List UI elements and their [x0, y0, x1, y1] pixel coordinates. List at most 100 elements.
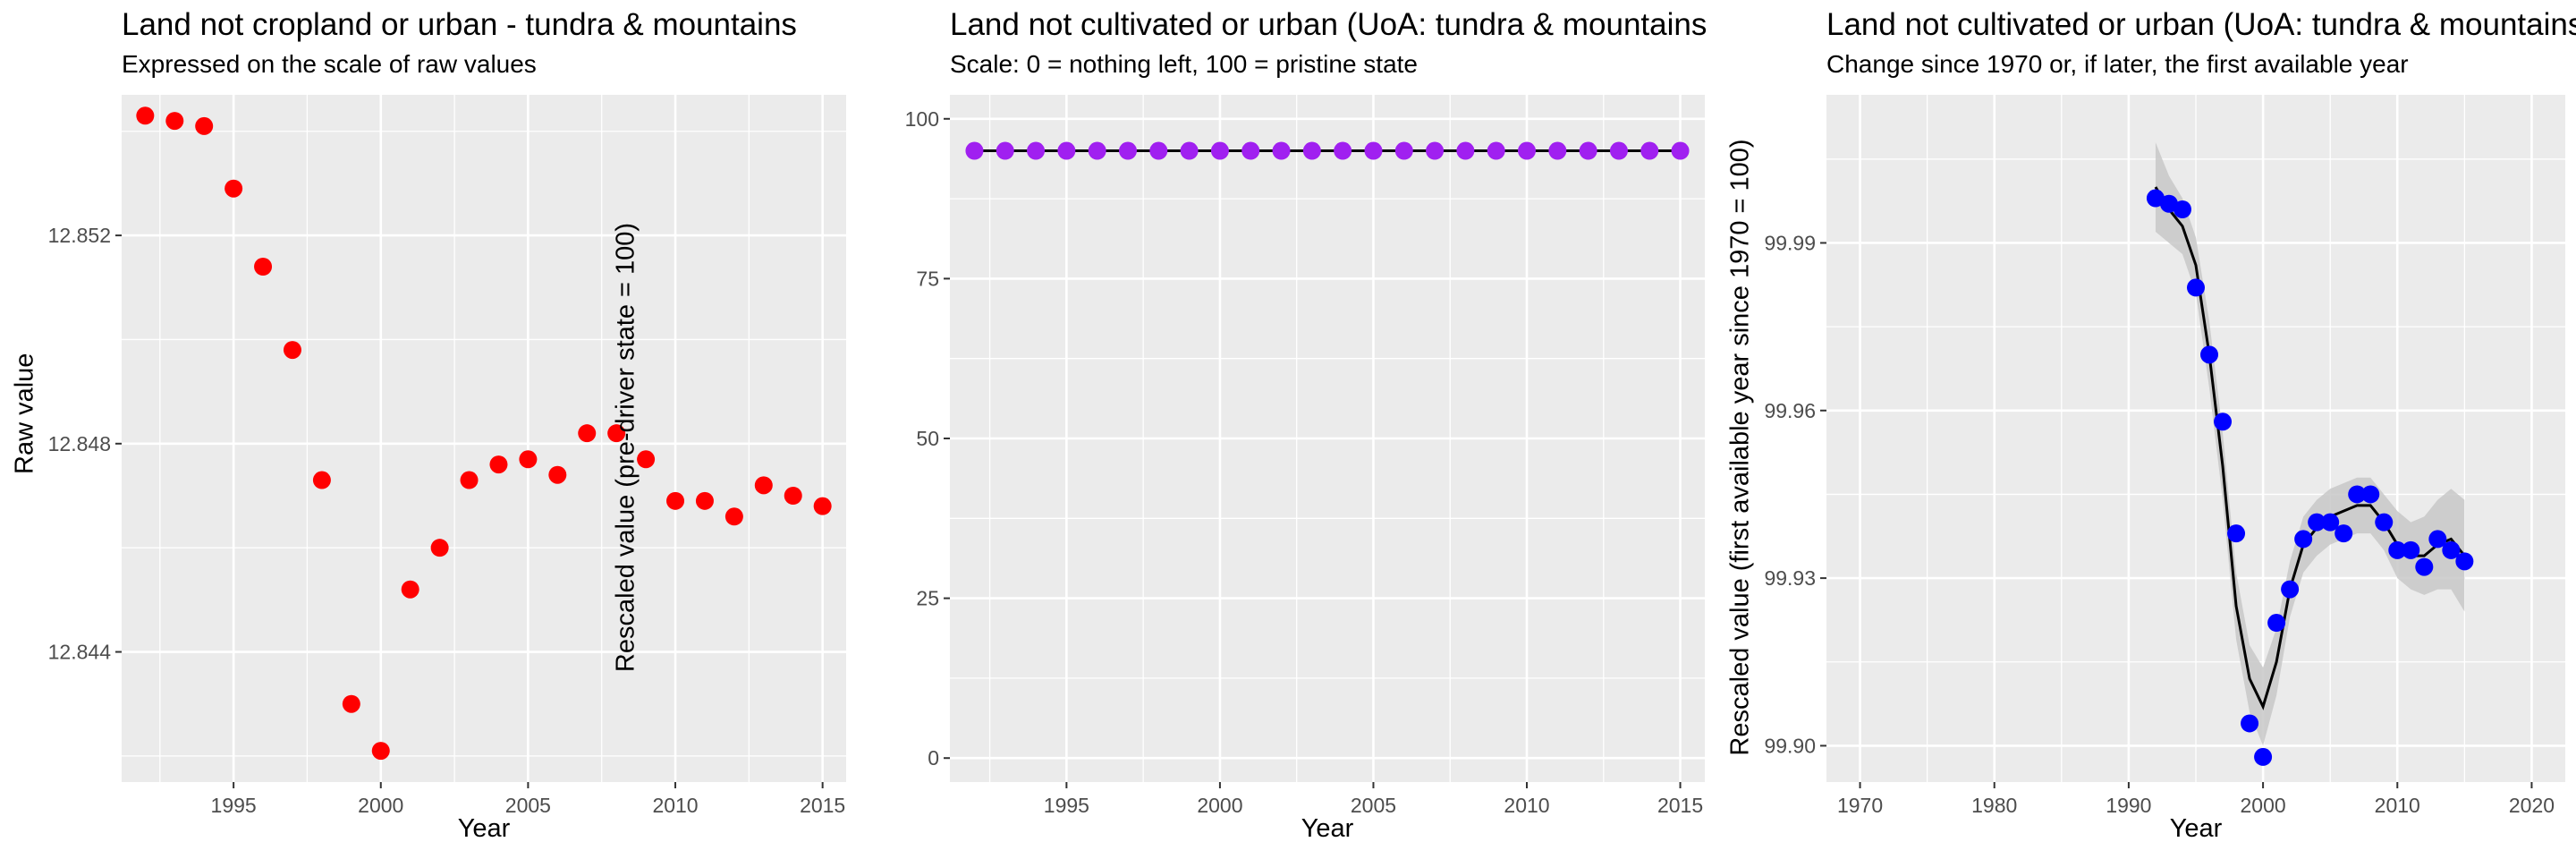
panel-1-data-point [342, 694, 360, 713]
panel-1-y-tick-label: 12.852 [48, 224, 111, 247]
panel-1-x-tick-label: 2010 [652, 794, 698, 817]
panel-2-data-point [1609, 141, 1628, 160]
panel-2-data-point [1210, 141, 1229, 160]
panel-3-data-point [2442, 540, 2461, 559]
panel-3-data-point [2254, 747, 2273, 766]
panel-3-data-point [2214, 412, 2233, 431]
panel-2-data-point [1088, 141, 1106, 160]
panel-1-x-axis-label: Year [457, 814, 511, 843]
panel-2-data-point [1334, 141, 1352, 160]
panel-2-title: Land not cultivated or urban (UoA: tundr… [950, 7, 1707, 42]
panel-2-data-point [1456, 141, 1475, 160]
panel-3-data-point [2159, 194, 2178, 213]
panel-1-data-point [401, 580, 419, 599]
panel-1-x-tick-label: 2015 [800, 794, 845, 817]
panel-1-data-point [519, 450, 538, 469]
panel-3-x-tick-label: 1990 [2106, 794, 2151, 817]
panel-3-data-point [2173, 200, 2191, 218]
panel-2-y-axis-label: Rescaled value (pre-driver state = 100) [611, 222, 640, 673]
panel-3-data-point [2294, 530, 2313, 549]
panel-3-confidence-band [2155, 142, 2465, 746]
panel-1-data-point [695, 491, 714, 510]
panel-1-data-point [813, 497, 832, 515]
panel-2-data-point [1487, 141, 1505, 160]
panel-3-x-axis-label: Year [2169, 814, 2223, 843]
panel-3-data-point [2281, 580, 2300, 599]
panel-2-data-point [1640, 141, 1659, 160]
panel-2-data-point [1272, 141, 1291, 160]
panel-2-x-tick-label: 2005 [1351, 794, 1396, 817]
panel-1-title: Land not cropland or urban - tundra & mo… [122, 7, 797, 42]
panel-1-y-axis-label: Raw value [10, 353, 39, 474]
panel-1-data-point [225, 179, 243, 198]
panel-2-x-axis-label: Year [1301, 814, 1354, 843]
panel-2-data-point [1180, 141, 1199, 160]
panel-3-data-point [2227, 524, 2246, 543]
panel-3-data-point [2321, 513, 2340, 532]
panel-1-data-point [754, 476, 773, 495]
panel-2-x-tick-label: 2015 [1657, 794, 1703, 817]
panel-1-panel-background [122, 95, 846, 782]
panel-1-data-point [666, 491, 685, 510]
panel-3-data-point [2415, 557, 2434, 576]
panel-2-x-tick-label: 1995 [1044, 794, 1089, 817]
panel-3-data-point [2146, 189, 2165, 208]
panel-1-data-point [578, 424, 597, 443]
panel-1-data-point [312, 471, 331, 489]
panel-2-y-tick-label: 0 [928, 746, 939, 770]
panel-2-data-point [1671, 141, 1690, 160]
panel-1-x-tick-label: 2005 [505, 794, 551, 817]
panel-2-data-point [1579, 141, 1597, 160]
panel-3-y-tick-label: 99.90 [1764, 734, 1816, 757]
panel-2-data-point [1518, 141, 1537, 160]
panel-2-data-point [1302, 141, 1321, 160]
panel-2-subtitle: Scale: 0 = nothing left, 100 = pristine … [950, 50, 1419, 78]
panel-1-y-tick-label: 12.848 [48, 432, 111, 455]
panel-1-data-point [724, 507, 743, 526]
panel-3-data-point [2402, 540, 2420, 559]
panel-2-x-tick-label: 2010 [1504, 794, 1549, 817]
panel-3-y-axis-label: Rescaled value (first available year sin… [1725, 139, 1755, 756]
panel-3-data-point [2334, 524, 2353, 543]
panel-3-data-point [2375, 513, 2394, 532]
panel-2-data-point [996, 141, 1014, 160]
panel-2-data-point [1057, 141, 1076, 160]
panel-3-x-tick-label: 2010 [2375, 794, 2420, 817]
panel-1-plot: 1995 2000 2005 2010 2015 12.844 12.848 12.852 [48, 95, 846, 817]
panel-3-data-point [2241, 714, 2259, 733]
panel-3-data-point [2361, 485, 2380, 504]
panel-1-data-point [784, 487, 802, 505]
panel-3-x-tick-label: 2020 [2509, 794, 2555, 817]
panel-1-data-point [637, 450, 656, 469]
panel-1-data-point [489, 455, 508, 474]
panel-1-data-point [548, 465, 567, 484]
panel-3-data-point [2308, 513, 2326, 532]
panel-3-data-point [2388, 540, 2407, 559]
panel-2-data-point [1426, 141, 1445, 160]
panel-1-x-tick-label: 1995 [211, 794, 257, 817]
panel-2-data-point [1027, 141, 1046, 160]
panel-2-y-tick-label: 50 [916, 427, 939, 450]
panel-2-data-point [1241, 141, 1260, 160]
panel-3-x-tick-label: 1980 [1971, 794, 2017, 817]
panel-2-data-point [965, 141, 984, 160]
panel-3-plot: 1970 1980 1990 2000 2010 2020 99.90 99.93 99.96 9… [1764, 95, 2565, 817]
panel-2-data-point [1118, 141, 1137, 160]
panel-1-data-point [136, 106, 155, 125]
panel-1-data-point [460, 471, 479, 489]
panel-2-plot: 1995 2000 2005 2010 2015 0 25 50 75 100 [905, 95, 1705, 817]
panel-3-y-tick-label: 99.93 [1764, 566, 1816, 590]
panel-1-data-point [195, 116, 214, 135]
panel-2-data-point [1364, 141, 1383, 160]
panel-1-data-point [430, 539, 449, 557]
panel-2-data-point [1149, 141, 1168, 160]
panel-1-data-point [165, 112, 184, 131]
panel-1-data-point [607, 424, 626, 443]
panel-3-data-point [2187, 278, 2205, 297]
panel-3-data-point [2455, 552, 2474, 571]
panel-1-y-tick-label: 12.844 [48, 641, 112, 664]
panel-1-data-point [283, 341, 301, 360]
panel-1-data-point [254, 258, 273, 276]
